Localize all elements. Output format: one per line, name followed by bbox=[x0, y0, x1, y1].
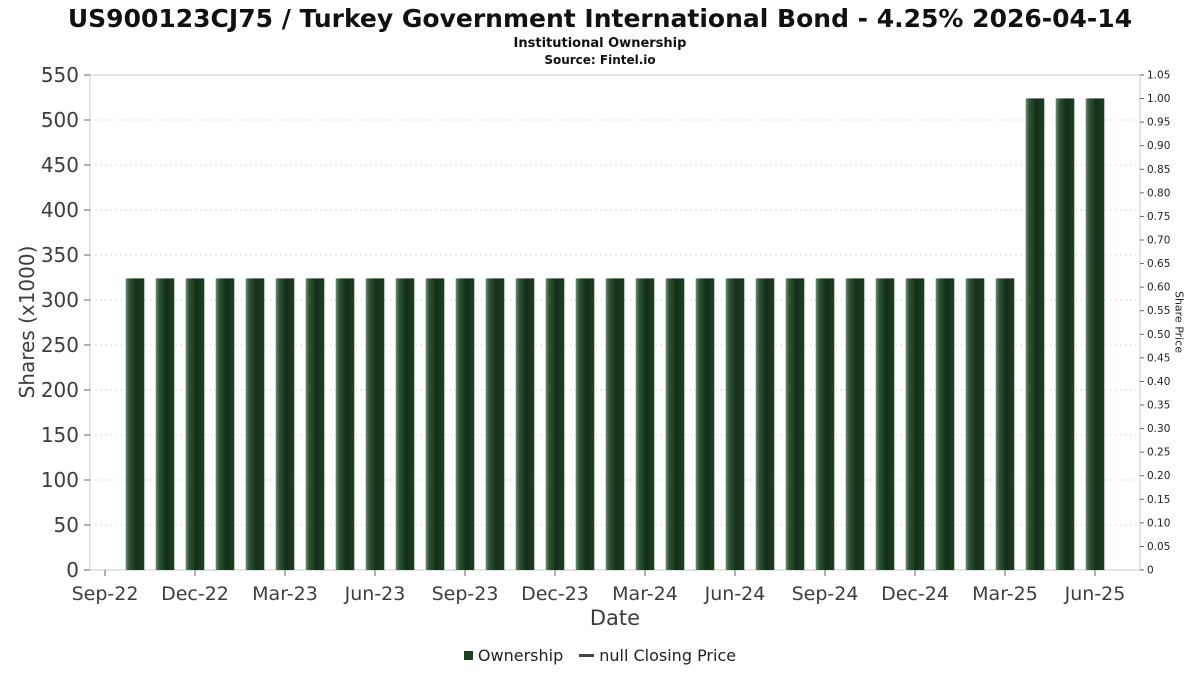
y-tick-label-right: 0.55 bbox=[1147, 305, 1170, 317]
chart-title: US900123CJ75 / Turkey Government Interna… bbox=[67, 4, 1133, 33]
ownership-bar[interactable] bbox=[605, 278, 625, 570]
y-tick-label-right: 0.05 bbox=[1147, 541, 1170, 553]
y-tick-label-right: 0.10 bbox=[1147, 517, 1170, 529]
y-tick-label-right: 0.85 bbox=[1147, 164, 1170, 176]
y-tick-label-left: 200 bbox=[41, 378, 79, 402]
ownership-bar[interactable] bbox=[965, 278, 985, 570]
y-tick-label-right: 0.90 bbox=[1147, 140, 1170, 152]
y-tick-label-right: 0.35 bbox=[1147, 400, 1170, 412]
ownership-bar[interactable] bbox=[695, 278, 715, 570]
ownership-bar[interactable] bbox=[1025, 98, 1045, 571]
x-tick-label: Sep-22 bbox=[72, 583, 139, 605]
ownership-bar[interactable] bbox=[725, 278, 745, 570]
ownership-bar[interactable] bbox=[845, 278, 865, 570]
y-tick-label-left: 50 bbox=[54, 513, 79, 537]
x-axis-title: Date bbox=[589, 606, 641, 630]
ownership-bar[interactable] bbox=[755, 278, 775, 570]
y-tick-label-right: 1.05 bbox=[1147, 70, 1170, 82]
ownership-bar[interactable] bbox=[155, 278, 175, 570]
x-tick-label: Mar-23 bbox=[252, 583, 318, 605]
legend-ownership-label: Ownership bbox=[477, 646, 564, 665]
ownership-bar[interactable] bbox=[335, 278, 355, 570]
y-tick-label-right: 0.65 bbox=[1147, 258, 1170, 270]
y-tick-label-right: 0 bbox=[1147, 565, 1154, 577]
y-tick-label-left: 350 bbox=[41, 243, 79, 267]
ownership-bar[interactable] bbox=[305, 278, 325, 570]
x-tick-label: Jun-24 bbox=[704, 583, 766, 605]
x-tick-label: Sep-23 bbox=[432, 583, 499, 605]
ownership-bar[interactable] bbox=[125, 278, 145, 570]
x-tick-label: Mar-24 bbox=[612, 583, 678, 605]
y-tick-label-right: 0.45 bbox=[1147, 352, 1170, 364]
ownership-bar[interactable] bbox=[635, 278, 655, 570]
x-tick-label: Dec-23 bbox=[521, 583, 589, 605]
y-tick-label-left: 400 bbox=[41, 198, 79, 222]
ownership-bar[interactable] bbox=[875, 278, 895, 570]
y-axis-title-left: Shares (x1000) bbox=[15, 245, 39, 399]
y-tick-label-right: 0.30 bbox=[1147, 423, 1170, 435]
y-tick-label-right: 0.40 bbox=[1147, 376, 1170, 388]
ownership-bar[interactable] bbox=[275, 278, 295, 570]
x-tick-label: Dec-22 bbox=[161, 583, 229, 605]
y-tick-label-right: 0.80 bbox=[1147, 187, 1170, 199]
y-tick-label-left: 500 bbox=[41, 108, 79, 132]
price-line-icon bbox=[579, 654, 595, 657]
x-tick-label: Sep-24 bbox=[792, 583, 859, 605]
y-axis-title-right: Share Price bbox=[1172, 290, 1186, 354]
ownership-bar[interactable] bbox=[545, 278, 565, 570]
x-tick-label: Jun-25 bbox=[1064, 583, 1126, 605]
ownership-bar[interactable] bbox=[365, 278, 385, 570]
ownership-bar[interactable] bbox=[665, 278, 685, 570]
chart-source: Source: Fintel.io bbox=[544, 53, 656, 67]
x-tick-label: Jun-23 bbox=[344, 583, 406, 605]
x-tick-label: Dec-24 bbox=[881, 583, 949, 605]
ownership-bar[interactable] bbox=[1055, 98, 1075, 571]
ownership-bar[interactable] bbox=[905, 278, 925, 570]
y-tick-label-right: 0.70 bbox=[1147, 235, 1170, 247]
ownership-bar[interactable] bbox=[1085, 98, 1105, 571]
legend-price-label: null Closing Price bbox=[599, 646, 737, 665]
y-tick-label-left: 250 bbox=[41, 333, 79, 357]
y-tick-label-left: 300 bbox=[41, 288, 79, 312]
ownership-bar[interactable] bbox=[785, 278, 805, 570]
ownership-bar[interactable] bbox=[215, 278, 235, 570]
y-tick-label-left: 0 bbox=[66, 558, 79, 582]
ownership-bar[interactable] bbox=[455, 278, 475, 570]
y-tick-label-right: 0.75 bbox=[1147, 211, 1170, 223]
y-tick-label-right: 0.95 bbox=[1147, 117, 1170, 129]
y-tick-label-right: 0.50 bbox=[1147, 329, 1170, 341]
ownership-swatch-icon bbox=[463, 651, 473, 660]
y-tick-label-right: 0.60 bbox=[1147, 282, 1170, 294]
legend-item-closing-price: null Closing Price bbox=[579, 646, 736, 665]
ownership-bar[interactable] bbox=[815, 278, 835, 570]
y-tick-label-left: 150 bbox=[41, 423, 79, 447]
y-tick-label-right: 0.25 bbox=[1147, 447, 1170, 459]
ownership-bar[interactable] bbox=[185, 278, 205, 570]
ownership-bar[interactable] bbox=[515, 278, 535, 570]
legend-item-ownership: Ownership bbox=[463, 646, 564, 665]
y-tick-label-left: 550 bbox=[41, 63, 79, 87]
ownership-bar[interactable] bbox=[935, 278, 955, 570]
ownership-bar[interactable] bbox=[395, 278, 415, 570]
y-tick-label-right: 0.20 bbox=[1147, 470, 1170, 482]
x-tick-label: Mar-25 bbox=[972, 583, 1038, 605]
ownership-bar[interactable] bbox=[995, 278, 1015, 570]
chart-subtitle: Institutional Ownership bbox=[513, 36, 687, 51]
ownership-bar[interactable] bbox=[575, 278, 595, 570]
y-tick-label-left: 450 bbox=[41, 153, 79, 177]
ownership-bar[interactable] bbox=[425, 278, 445, 570]
ownership-bar[interactable] bbox=[485, 278, 505, 570]
ownership-bar[interactable] bbox=[245, 278, 265, 570]
legend: Ownership null Closing Price bbox=[0, 646, 1200, 665]
y-tick-label-left: 100 bbox=[41, 468, 79, 492]
y-tick-label-right: 0.15 bbox=[1147, 494, 1170, 506]
y-tick-label-right: 1.00 bbox=[1147, 93, 1170, 105]
